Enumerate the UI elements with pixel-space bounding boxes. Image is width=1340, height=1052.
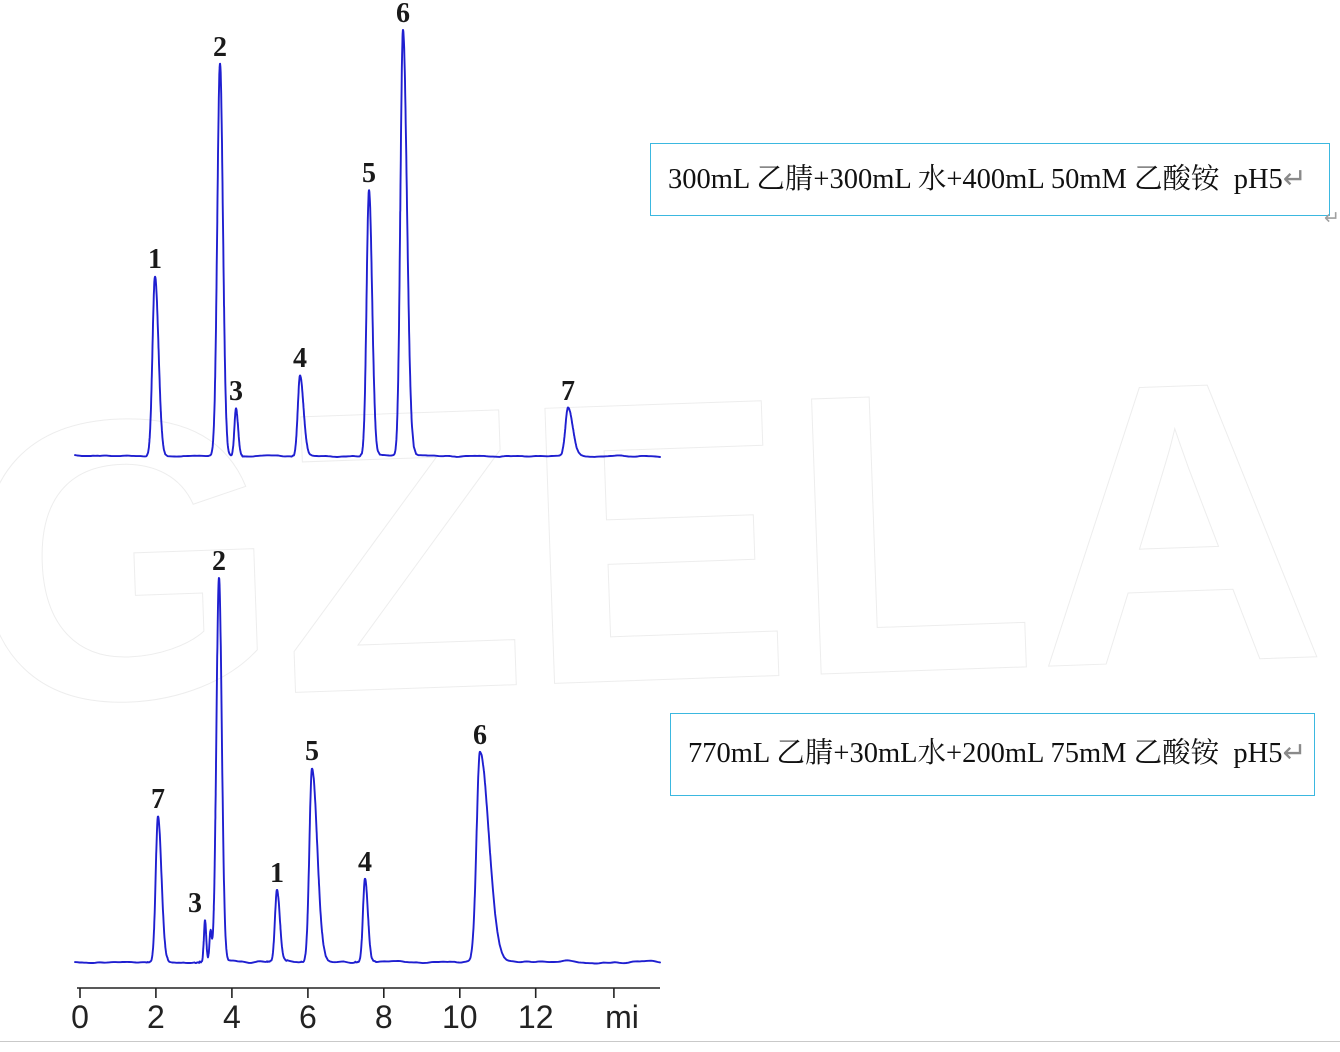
svg-text:6: 6 <box>396 0 410 29</box>
svg-text:2: 2 <box>212 546 226 577</box>
svg-text:8: 8 <box>375 999 393 1035</box>
svg-text:6: 6 <box>473 720 487 751</box>
svg-text:4: 4 <box>293 343 307 374</box>
svg-text:1: 1 <box>148 244 162 275</box>
svg-text:6: 6 <box>299 999 317 1035</box>
svg-text:4: 4 <box>223 999 241 1035</box>
svg-text:4: 4 <box>358 847 372 878</box>
svg-text:3: 3 <box>188 888 202 919</box>
svg-text:5: 5 <box>305 736 319 767</box>
svg-text:0: 0 <box>71 999 89 1035</box>
svg-text:12: 12 <box>518 999 554 1035</box>
svg-text:1: 1 <box>270 858 284 889</box>
svg-text:7: 7 <box>151 784 165 815</box>
svg-text:2: 2 <box>213 32 227 63</box>
svg-text:7: 7 <box>561 376 575 407</box>
svg-text:2: 2 <box>147 999 165 1035</box>
svg-text:3: 3 <box>229 376 243 407</box>
svg-text:mi: mi <box>605 999 639 1035</box>
svg-text:5: 5 <box>362 158 376 189</box>
svg-text:10: 10 <box>442 999 478 1035</box>
